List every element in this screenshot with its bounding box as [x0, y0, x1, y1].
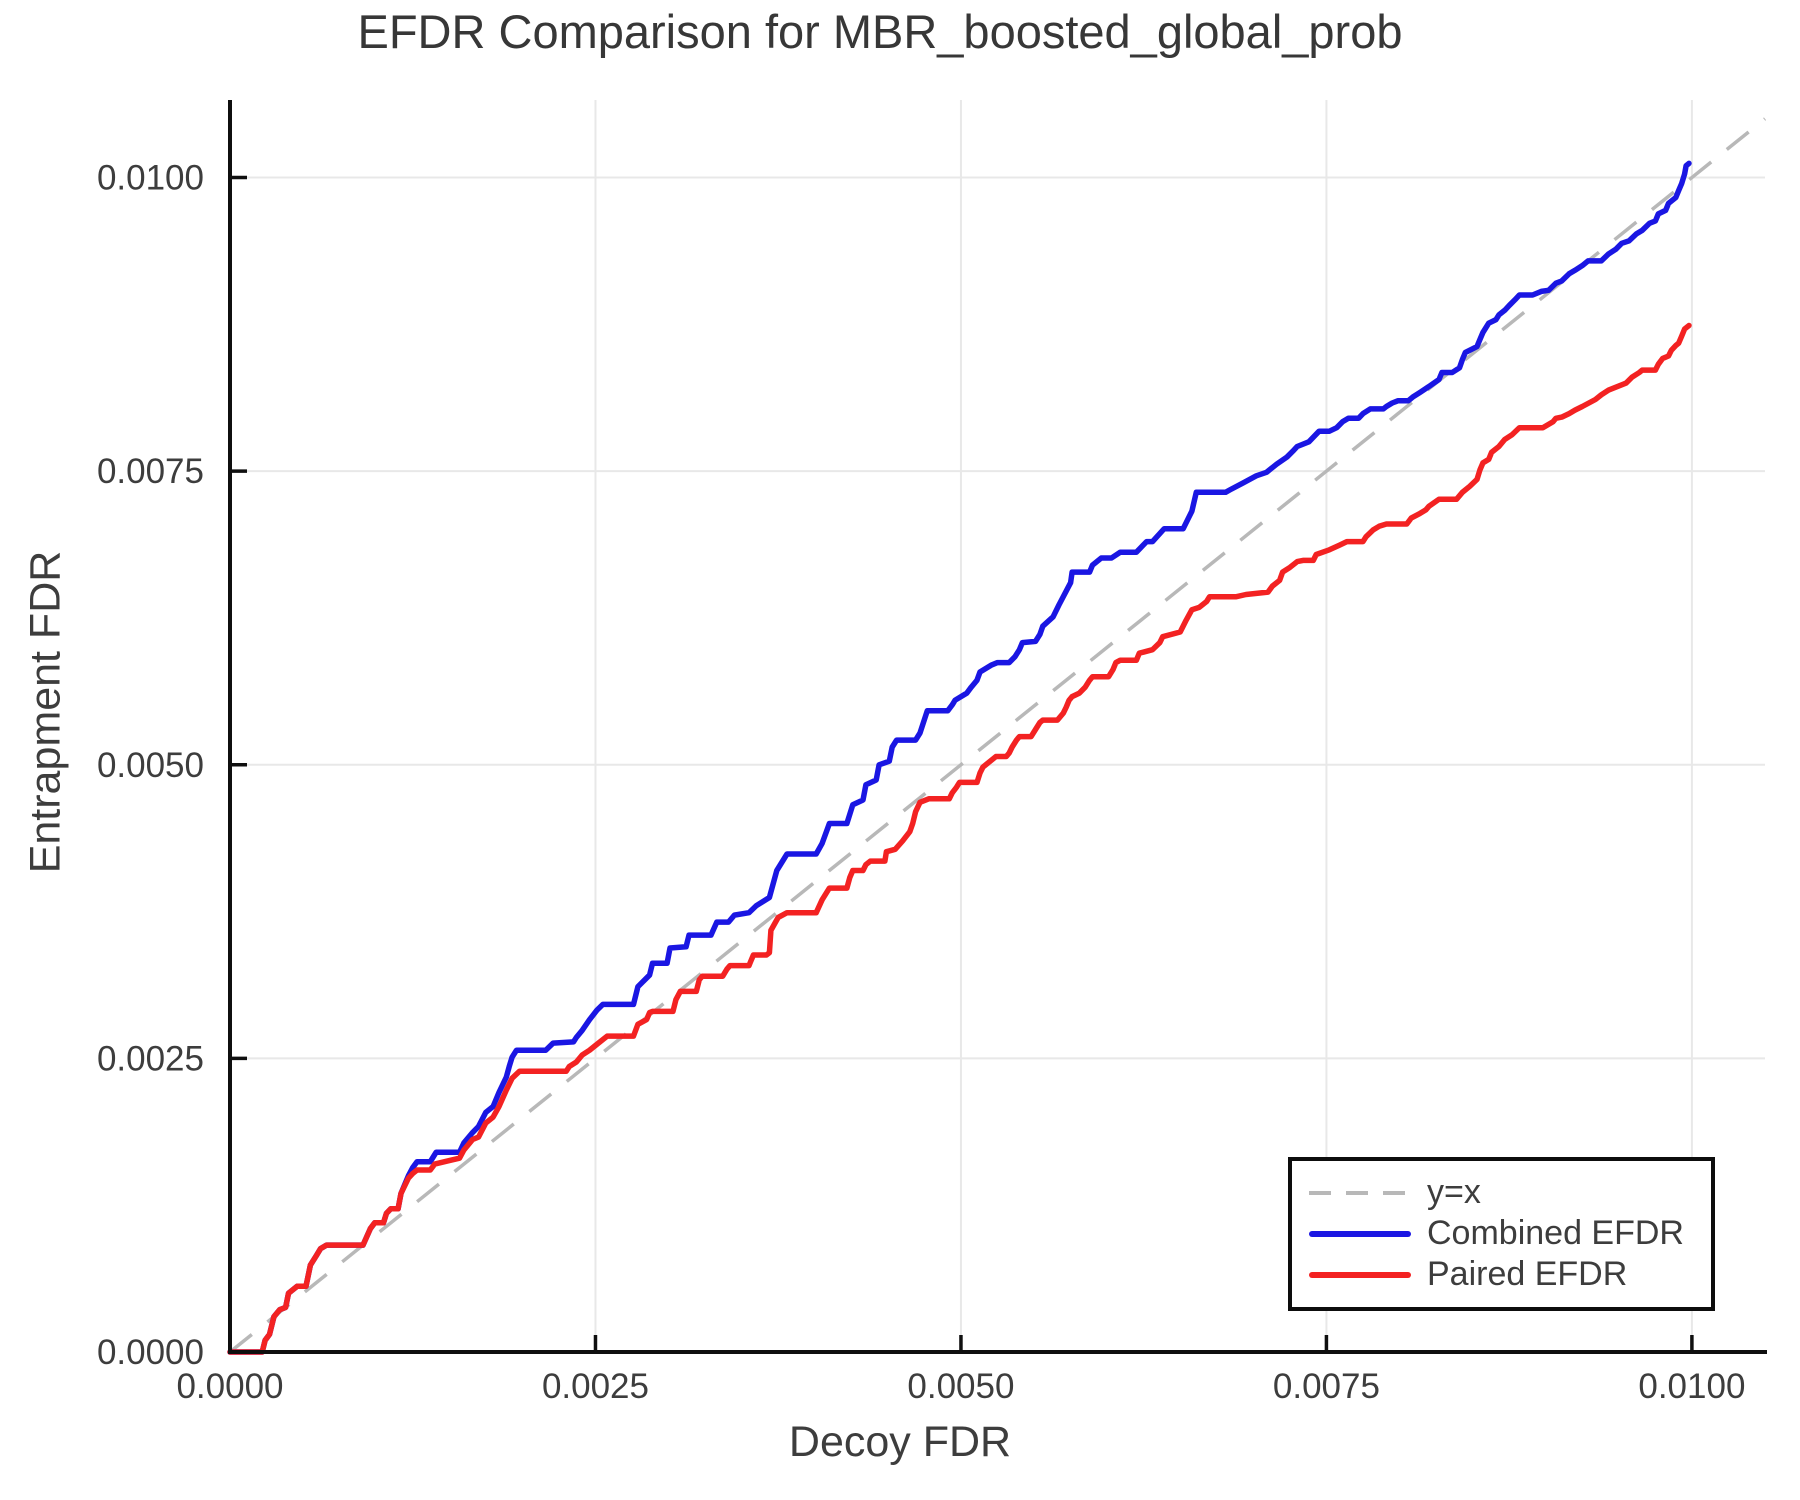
legend-label-paired: Paired EFDR: [1427, 1254, 1628, 1293]
legend-item-paired: Paired EFDR: [1309, 1254, 1711, 1293]
legend-item-combined: Combined EFDR: [1309, 1214, 1711, 1253]
legend-label-combined: Combined EFDR: [1427, 1214, 1684, 1253]
y-tick-label: 0.0050: [97, 746, 204, 785]
y-axis-label: Entrapment FDR: [21, 550, 70, 874]
chart-title: EFDR Comparison for MBR_boosted_global_p…: [357, 5, 1403, 58]
paired-line-sample: [1309, 1271, 1411, 1278]
x-tick-label: 0.0050: [907, 1367, 1014, 1406]
x-axis-label: Decoy FDR: [788, 1418, 1012, 1466]
legend-label-reference: y=x: [1427, 1173, 1481, 1212]
legend: y=x Combined EFDR Paired EFDR: [1288, 1157, 1715, 1311]
combined-line-sample: [1309, 1231, 1411, 1237]
y-tick-label: 0.0075: [97, 452, 204, 491]
y-tick-label: 0.0025: [97, 1039, 204, 1078]
reference-line-sample: [1309, 1191, 1411, 1196]
series-line-paired-efdr: [227, 322, 1692, 1355]
x-tick-label: 0.0100: [1638, 1367, 1745, 1406]
y-tick-label: 0.0100: [97, 159, 204, 198]
series-line-combined-efdr: [227, 160, 1692, 1355]
x-tick-label: 0.0075: [1273, 1367, 1380, 1406]
x-tick-label: 0.0000: [176, 1367, 283, 1406]
legend-item-reference: y=x: [1309, 1175, 1711, 1211]
y-tick-label: 0.0000: [97, 1333, 204, 1372]
x-tick-label: 0.0025: [542, 1367, 649, 1406]
reference-line: [228, 117, 1767, 1354]
